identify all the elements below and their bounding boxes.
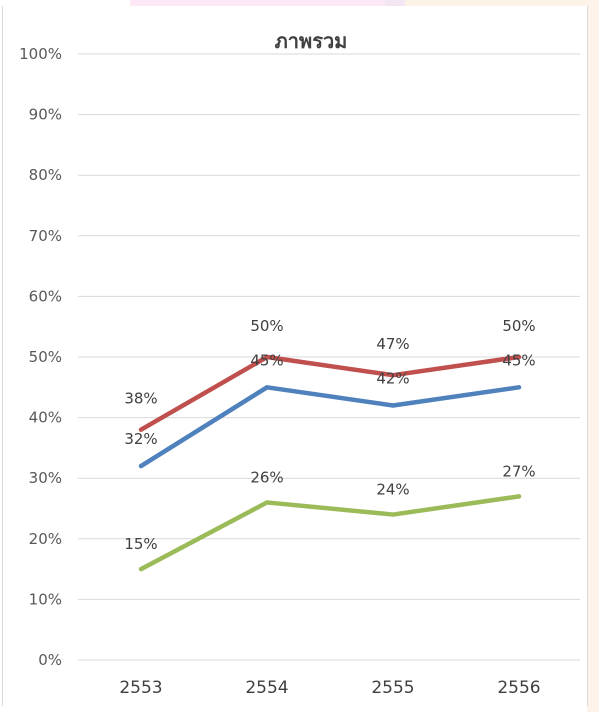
data-labels: 38% 50% 47% 50% 32% 45% 42% 45% 15% 26% 24% 27% bbox=[124, 317, 535, 553]
data-label: 45% bbox=[250, 351, 283, 369]
chart-area bbox=[2, 6, 588, 706]
y-tick-label: 30% bbox=[29, 469, 62, 487]
x-tick-label: 2553 bbox=[119, 678, 162, 698]
series-line bbox=[138, 494, 522, 572]
x-tick-label: 2555 bbox=[371, 678, 414, 698]
data-label: 38% bbox=[124, 390, 157, 408]
data-label: 42% bbox=[376, 369, 409, 387]
y-tick-label: 20% bbox=[29, 530, 62, 548]
data-label: 50% bbox=[502, 317, 535, 335]
top-strip-segment bbox=[405, 0, 599, 8]
top-decoration-strip bbox=[0, 0, 599, 8]
right-decoration bbox=[587, 0, 599, 712]
top-strip-segment bbox=[130, 0, 385, 8]
x-tick-label: 2556 bbox=[497, 678, 540, 698]
x-tick-label: 2554 bbox=[245, 678, 288, 698]
series-line bbox=[138, 354, 522, 432]
data-label: 32% bbox=[124, 430, 157, 448]
y-tick-label: 80% bbox=[29, 166, 62, 184]
series-lines bbox=[138, 354, 522, 572]
top-strip-segment bbox=[0, 0, 130, 8]
y-tick-label: 90% bbox=[29, 106, 62, 124]
x-axis-ticks: 2553 2554 2555 2556 bbox=[119, 678, 540, 698]
y-axis-ticks: 0% 10% 20% 30% 40% 50% 60% 70% 80% 90% 100% bbox=[19, 45, 62, 669]
y-tick-label: 100% bbox=[19, 45, 62, 63]
data-label: 26% bbox=[250, 468, 283, 486]
data-label: 45% bbox=[502, 351, 535, 369]
data-label: 47% bbox=[376, 335, 409, 353]
data-label: 27% bbox=[502, 462, 535, 480]
gridlines bbox=[78, 53, 580, 661]
y-tick-label: 70% bbox=[29, 227, 62, 245]
y-tick-label: 0% bbox=[38, 651, 62, 669]
data-label: 24% bbox=[376, 481, 409, 499]
y-tick-label: 60% bbox=[29, 287, 62, 305]
y-tick-label: 50% bbox=[29, 348, 62, 366]
y-tick-label: 40% bbox=[29, 409, 62, 427]
data-label: 50% bbox=[250, 317, 283, 335]
y-tick-label: 10% bbox=[29, 590, 62, 608]
chart-title: ภาพรวม bbox=[275, 29, 348, 53]
top-strip-segment bbox=[385, 0, 405, 8]
data-label: 15% bbox=[124, 535, 157, 553]
series-line bbox=[138, 385, 522, 469]
